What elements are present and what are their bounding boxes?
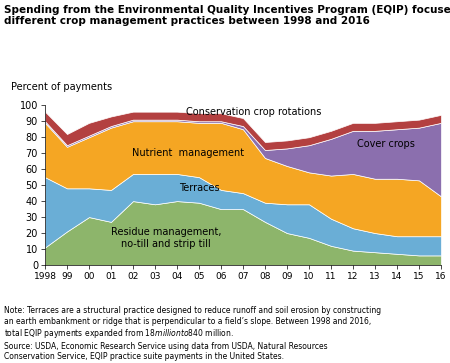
Text: different crop management practices between 1998 and 2016: different crop management practices betw… [4, 16, 370, 26]
Text: Note: Terraces are a structural practice designed to reduce runoff and soil eros: Note: Terraces are a structural practice… [4, 306, 382, 361]
Text: Nutrient  management: Nutrient management [132, 148, 244, 158]
Text: Cover crops: Cover crops [357, 139, 415, 148]
Text: Percent of payments: Percent of payments [11, 82, 112, 93]
Text: Residue management,
no-till and strip till: Residue management, no-till and strip ti… [111, 227, 221, 249]
Text: Conservation crop rotations: Conservation crop rotations [186, 107, 322, 117]
Text: Spending from the Environmental Quality Incentives Program (EQIP) focused on fiv: Spending from the Environmental Quality … [4, 5, 450, 16]
Text: Terraces: Terraces [179, 183, 219, 193]
